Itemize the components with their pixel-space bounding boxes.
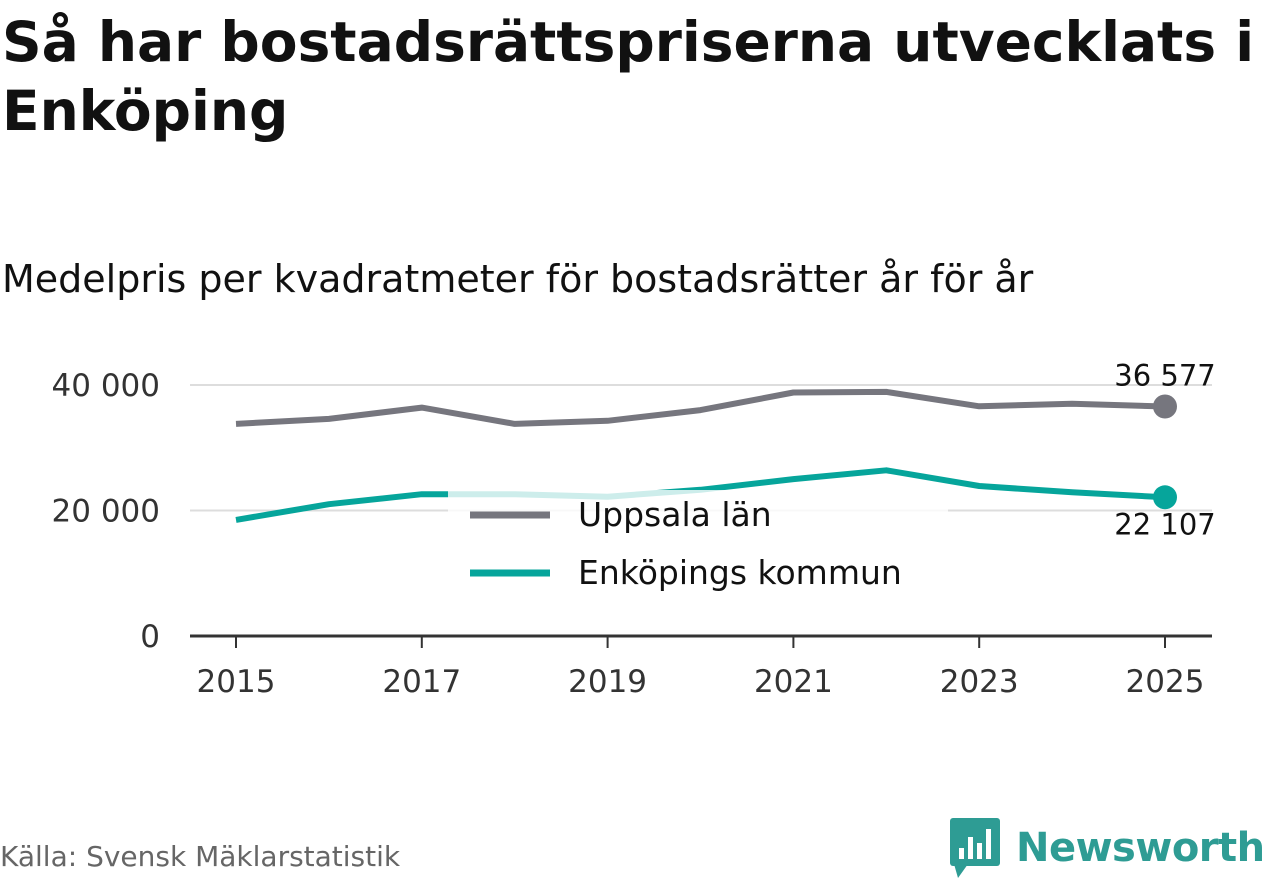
legend: Uppsala län Enköpings kommun (448, 490, 948, 600)
brand-name: Newsworthy (1016, 825, 1262, 871)
source-note: Källa: Svensk Mäklarstatistik (0, 840, 401, 873)
series-line-enkoping (235, 467, 1166, 523)
end-value-label: 22 107 (1114, 507, 1215, 541)
x-tick-label: 2023 (940, 664, 1019, 700)
series-line-uppsala (235, 388, 1166, 427)
y-tick-label: 40 000 (52, 368, 160, 404)
brand: Newsworthy (950, 818, 1262, 878)
legend-label: Uppsala län (578, 495, 772, 534)
x-tick-label: 2021 (754, 664, 833, 700)
bar-chart-speech-bubble-icon (950, 818, 1000, 878)
y-tick-label: 20 000 (52, 494, 160, 530)
x-tick-label: 2015 (197, 664, 276, 700)
end-point-marker (1153, 394, 1177, 419)
chart-title: Så har bostadsrättspriserna utvecklats i… (2, 10, 1255, 143)
x-tick-label: 2025 (1126, 664, 1205, 700)
x-tick-label: 2017 (382, 664, 461, 700)
legend-background (448, 490, 948, 600)
line-chart: 0 20 000 40 000 2015 2017 2019 2021 2023 2025 36 … (52, 358, 1216, 700)
end-value-label: 36 577 (1114, 358, 1215, 392)
x-tick-label: 2019 (568, 664, 647, 700)
legend-label: Enköpings kommun (578, 553, 902, 592)
y-tick-label: 0 (140, 619, 160, 655)
chart-subtitle: Medelpris per kvadratmeter för bostadsrä… (2, 257, 1034, 301)
end-point-marker (1153, 485, 1177, 510)
